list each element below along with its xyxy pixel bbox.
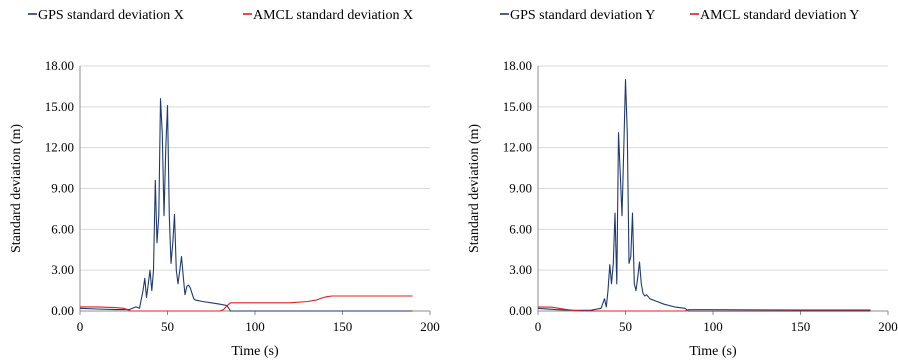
x-tick-label: 100 <box>703 319 723 334</box>
x-axis-title: Time (s) <box>689 344 737 359</box>
series-line-2 <box>537 306 871 312</box>
x-tick-label: 150 <box>333 319 353 334</box>
y-tick-label: 12.00 <box>503 140 532 155</box>
x-tick-label: 200 <box>878 319 898 334</box>
x-tick-label: 50 <box>161 319 174 334</box>
y-axis-title: Standard deviation (m) <box>9 124 24 253</box>
series-line-1 <box>79 98 413 312</box>
x-tick-label: 100 <box>245 319 265 334</box>
x-tick-label: 150 <box>791 319 811 334</box>
y-tick-label: 9.00 <box>51 181 74 196</box>
legend-label: AMCL standard deviation Y <box>700 8 860 23</box>
series-line-1 <box>537 79 871 312</box>
y-tick-label: 15.00 <box>503 99 532 114</box>
y-tick-label: 6.00 <box>51 221 74 236</box>
x-tick-label: 50 <box>619 319 632 334</box>
chart-panel-1: 0.00 3.00 6.00 9.00 12.00 15.00 18.00 0 50 100 150… <box>9 8 440 359</box>
y-tick-label: 15.00 <box>45 99 74 114</box>
legend-label: AMCL standard deviation X <box>253 8 413 23</box>
legend-entry: AMCL standard deviation X <box>243 8 413 23</box>
y-tick-label: 0.00 <box>51 303 74 318</box>
x-axis-title: Time (s) <box>231 344 279 359</box>
y-tick-label: 12.00 <box>45 140 74 155</box>
y-tick-label: 18.00 <box>503 58 532 73</box>
y-axis-title: Standard deviation (m) <box>467 124 482 253</box>
legend-entry: AMCL standard deviation Y <box>690 8 860 23</box>
y-tick-label: 18.00 <box>45 58 74 73</box>
legend-entry: GPS standard deviation Y <box>500 8 655 23</box>
y-tick-label: 3.00 <box>509 262 532 277</box>
x-tick-label: 0 <box>535 319 542 334</box>
x-tick-label: 0 <box>77 319 84 334</box>
y-tick-label: 9.00 <box>509 181 532 196</box>
legend-entry: GPS standard deviation X <box>28 8 184 23</box>
x-tick-label: 200 <box>420 319 440 334</box>
y-tick-label: 6.00 <box>509 221 532 236</box>
y-tick-label: 3.00 <box>51 262 74 277</box>
legend-label: GPS standard deviation X <box>38 8 184 23</box>
series-line-2 <box>80 295 413 312</box>
legend-label: GPS standard deviation Y <box>510 8 655 23</box>
chart-panel-2: 0.00 3.00 6.00 9.00 12.00 15.00 18.00 0 50 100 150… <box>467 8 898 359</box>
y-tick-label: 0.00 <box>509 303 532 318</box>
